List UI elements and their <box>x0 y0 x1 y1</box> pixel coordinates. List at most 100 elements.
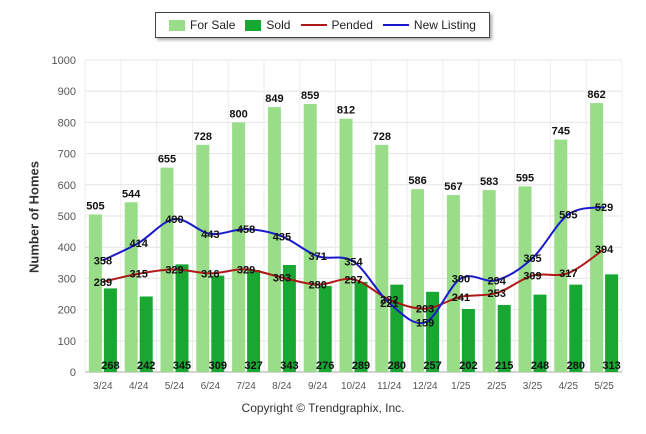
data-label-for-sale: 595 <box>516 172 534 184</box>
data-label-pended: 329 <box>165 264 183 276</box>
legend-label: New Listing <box>413 18 476 32</box>
legend-swatch <box>169 19 186 31</box>
data-label-for-sale: 812 <box>337 105 355 117</box>
data-label-new-listing: 529 <box>595 202 613 214</box>
data-label-pended: 241 <box>452 292 470 304</box>
data-label-new-listing: 443 <box>201 229 219 241</box>
bar-for-sale <box>554 139 568 372</box>
x-tick-label: 5/24 <box>165 381 185 392</box>
bar-for-sale <box>88 214 102 372</box>
x-tick-label: 3/24 <box>93 381 113 392</box>
data-label-pended: 253 <box>488 288 506 300</box>
y-tick-label: 1000 <box>52 55 76 67</box>
legend-item-sold[interactable]: Sold <box>245 18 290 32</box>
data-label-new-listing: 300 <box>452 273 470 285</box>
y-tick-label: 600 <box>58 180 76 192</box>
y-tick-label: 500 <box>58 211 76 223</box>
bar-sold <box>605 274 619 372</box>
bar-for-sale <box>124 202 138 372</box>
x-tick-label: 9/24 <box>308 381 328 392</box>
data-label-sold: 257 <box>423 360 441 372</box>
data-label-sold: 343 <box>280 360 298 372</box>
line-pended <box>102 248 605 310</box>
bar-sold <box>533 294 547 372</box>
legend: For Sale Sold Pended New Listing <box>155 12 490 38</box>
data-label-for-sale: 849 <box>265 93 283 105</box>
x-tick-label: 12/24 <box>413 381 438 392</box>
y-tick-label: 900 <box>58 86 76 98</box>
legend-item-for-sale[interactable]: For Sale <box>169 18 235 32</box>
data-label-pended: 289 <box>94 277 112 289</box>
data-label-sold: 215 <box>495 360 513 372</box>
x-tick-label: 2/25 <box>487 381 507 392</box>
data-label-sold: 276 <box>316 360 334 372</box>
data-label-new-listing: 159 <box>416 317 434 329</box>
data-label-new-listing: 358 <box>94 255 112 267</box>
data-label-sold: 248 <box>531 360 549 372</box>
bar-for-sale <box>411 189 425 372</box>
x-tick-label: 10/24 <box>341 381 366 392</box>
x-tick-label: 1/25 <box>451 381 471 392</box>
data-label-for-sale: 800 <box>229 108 247 120</box>
y-axis-title-wrap: Number of Homes <box>12 62 56 372</box>
legend-label: Sold <box>266 18 291 32</box>
data-label-for-sale: 505 <box>86 200 104 212</box>
data-label-new-listing: 458 <box>237 224 255 236</box>
y-tick-label: 200 <box>58 305 76 317</box>
data-label-pended: 280 <box>309 280 327 292</box>
data-label-new-listing: 294 <box>488 275 507 287</box>
data-label-pended: 232 <box>380 295 398 307</box>
data-label-for-sale: 862 <box>587 89 605 101</box>
data-label-new-listing: 221 <box>380 298 398 310</box>
data-label-new-listing: 365 <box>523 253 541 265</box>
copyright-footer: Copyright © Trendgraphix, Inc. <box>241 401 405 415</box>
data-label-sold: 242 <box>137 360 155 372</box>
bar-for-sale <box>375 144 389 372</box>
data-label-pended: 309 <box>523 271 541 283</box>
data-label-for-sale: 544 <box>122 188 141 200</box>
data-label-new-listing: 505 <box>559 209 577 221</box>
x-tick-label: 6/24 <box>201 381 221 392</box>
data-label-sold: 280 <box>567 360 585 372</box>
legend-item-new-listing[interactable]: New Listing <box>382 18 476 32</box>
data-label-for-sale: 728 <box>194 131 212 143</box>
bar-sold <box>103 288 117 372</box>
data-label-pended: 316 <box>201 268 219 280</box>
data-label-new-listing: 435 <box>273 231 291 243</box>
y-tick-label: 700 <box>58 149 76 161</box>
data-label-pended: 297 <box>344 274 362 286</box>
bar-sold <box>247 269 261 372</box>
x-tick-label: 3/25 <box>523 381 543 392</box>
x-tick-label: 11/24 <box>377 381 402 392</box>
data-label-for-sale: 655 <box>158 154 176 166</box>
x-tick-label: 7/24 <box>236 381 256 392</box>
data-label-for-sale: 567 <box>444 181 462 193</box>
bar-for-sale <box>590 103 604 372</box>
data-label-pended: 303 <box>273 272 291 284</box>
bar-sold <box>211 275 225 372</box>
bar-for-sale <box>267 107 281 372</box>
bar-sold <box>461 308 475 372</box>
bar-for-sale <box>339 118 353 372</box>
data-label-new-listing: 490 <box>165 214 183 226</box>
data-label-for-sale: 745 <box>552 126 570 138</box>
bar-sold <box>175 264 189 372</box>
bar-for-sale <box>232 122 246 373</box>
bar-for-sale <box>196 144 210 372</box>
data-label-sold: 309 <box>209 360 227 372</box>
y-tick-label: 800 <box>58 117 76 129</box>
data-label-sold: 289 <box>352 360 370 372</box>
data-label-sold: 280 <box>388 360 406 372</box>
data-label-for-sale: 859 <box>301 90 319 102</box>
legend-label: Pended <box>331 18 373 32</box>
data-label-pended: 203 <box>416 304 434 316</box>
bar-sold <box>139 296 153 372</box>
y-axis-title: Number of Homes <box>26 161 42 273</box>
data-label-sold: 202 <box>459 360 477 372</box>
data-label-sold: 327 <box>244 360 262 372</box>
line-new-listing <box>102 205 605 325</box>
legend-swatch <box>245 19 262 31</box>
data-label-sold: 345 <box>173 360 191 372</box>
legend-item-pended[interactable]: Pended <box>300 18 373 32</box>
data-label-new-listing: 414 <box>130 238 149 250</box>
